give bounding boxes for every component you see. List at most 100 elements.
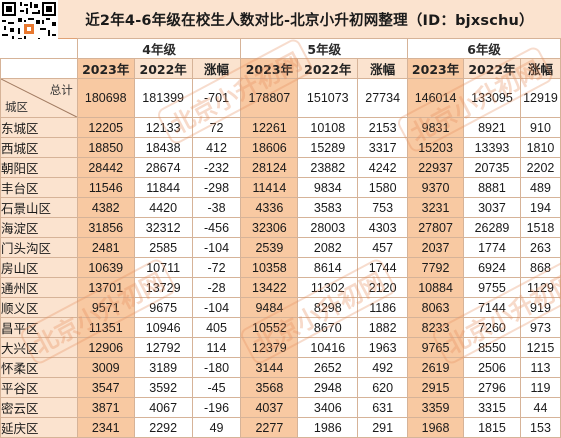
table-row: 怀柔区 3009 3189 -180 3144 2652 492 2619 2506 113 xyxy=(0,357,561,378)
district-name: 延庆区 xyxy=(0,417,78,438)
table-cell: 910 xyxy=(519,117,561,138)
total-cell: 151073 xyxy=(297,78,359,118)
table-cell: 1968 xyxy=(407,417,465,438)
table-cell: 153 xyxy=(519,417,561,438)
col-header-2022: 2022年 xyxy=(463,58,521,79)
table-cell: 1810 xyxy=(519,137,561,158)
corner-spacer xyxy=(0,38,78,59)
table-cell: 8233 xyxy=(407,317,465,338)
table-cell: 919 xyxy=(519,297,561,318)
table-cell: 3568 xyxy=(240,377,299,398)
col-header-2023: 2023年 xyxy=(407,58,465,79)
table-row: 房山区 10639 10711 -72 10358 8614 1744 7792 6924 868 xyxy=(0,257,561,278)
table-cell: 10552 xyxy=(240,317,299,338)
table-cell: 1815 xyxy=(463,417,521,438)
col-header-change: 涨幅 xyxy=(357,58,409,79)
table-cell: 2585 xyxy=(133,237,193,258)
table-cell: 114 xyxy=(191,337,242,358)
total-cell: 178807 xyxy=(240,78,299,118)
table-cell: 3231 xyxy=(407,197,465,218)
table-cell: 2796 xyxy=(463,377,521,398)
table-cell: -298 xyxy=(191,177,242,198)
table-cell: 1129 xyxy=(519,277,561,298)
table-row: 通州区 13701 13729 -28 13422 11302 2120 10884 9755 1… xyxy=(0,277,561,298)
table-cell: 1744 xyxy=(357,257,409,278)
col-header-change: 涨幅 xyxy=(191,58,242,79)
table-cell: 2481 xyxy=(76,237,135,258)
table-cell: 2539 xyxy=(240,237,299,258)
table-cell: 3583 xyxy=(297,197,359,218)
table-cell: 2506 xyxy=(463,357,521,378)
table-cell: 10108 xyxy=(297,117,359,138)
group-header-grade4: 4年级 xyxy=(76,38,242,59)
table-cell: 31856 xyxy=(76,217,135,238)
table-cell: 3406 xyxy=(297,397,359,418)
table-cell: 194 xyxy=(519,197,561,218)
table-cell: 28674 xyxy=(133,157,193,178)
table-cell: 1774 xyxy=(463,237,521,258)
district-name: 通州区 xyxy=(0,277,78,298)
table-cell: 13393 xyxy=(463,137,521,158)
table-row: 丰台区 11546 11844 -298 11414 9834 1580 9370 8881 48… xyxy=(0,177,561,198)
table-cell: 26289 xyxy=(463,217,521,238)
district-name: 怀柔区 xyxy=(0,357,78,378)
table-cell: 1963 xyxy=(357,337,409,358)
district-name: 密云区 xyxy=(0,397,78,418)
table-cell: 9834 xyxy=(297,177,359,198)
table-cell: 8670 xyxy=(297,317,359,338)
total-cell: 180698 xyxy=(76,78,135,118)
table-row: 石景山区 4382 4420 -38 4336 3583 753 3231 3037 194 xyxy=(0,197,561,218)
table-cell: -45 xyxy=(191,377,242,398)
table-cell: 412 xyxy=(191,137,242,158)
total-cell: 133095 xyxy=(463,78,521,118)
table-cell: 9765 xyxy=(407,337,465,358)
table-cell: 2082 xyxy=(297,237,359,258)
table-cell: 868 xyxy=(519,257,561,278)
table-cell: 2037 xyxy=(407,237,465,258)
table-cell: 9675 xyxy=(133,297,193,318)
district-name: 海淀区 xyxy=(0,217,78,238)
table-cell: 2619 xyxy=(407,357,465,378)
table-cell: 28442 xyxy=(76,157,135,178)
table-cell: 12261 xyxy=(240,117,299,138)
table-cell: 22937 xyxy=(407,157,465,178)
table-cell: 10358 xyxy=(240,257,299,278)
table-cell: 9755 xyxy=(463,277,521,298)
total-cell: 181399 xyxy=(133,78,193,118)
table-cell: 4067 xyxy=(133,397,193,418)
corner-district-label: 城区 xyxy=(5,100,28,114)
table-cell: 11844 xyxy=(133,177,193,198)
table-cell: 15203 xyxy=(407,137,465,158)
table-cell: 12906 xyxy=(76,337,135,358)
col-header-2023: 2023年 xyxy=(76,58,135,79)
table-cell: -104 xyxy=(191,297,242,318)
table-cell: 13701 xyxy=(76,277,135,298)
table-cell: 8921 xyxy=(463,117,521,138)
district-name: 昌平区 xyxy=(0,317,78,338)
table-cell: -196 xyxy=(191,397,242,418)
table-cell: 7792 xyxy=(407,257,465,278)
table-row: 延庆区 2341 2292 49 2277 1986 291 1968 1815 153 xyxy=(0,417,561,438)
diagonal-divider xyxy=(1,79,77,117)
table-cell: 10416 xyxy=(297,337,359,358)
table-cell: 11351 xyxy=(76,317,135,338)
group-header-grade5: 5年级 xyxy=(240,38,409,59)
district-name: 门头沟区 xyxy=(0,237,78,258)
table-cell: 7260 xyxy=(463,317,521,338)
table-cell: 72 xyxy=(191,117,242,138)
table-row: 门头沟区 2481 2585 -104 2539 2082 457 2037 1774 263 xyxy=(0,237,561,258)
table-cell: 631 xyxy=(357,397,409,418)
district-name: 西城区 xyxy=(0,137,78,158)
table-cell: 9370 xyxy=(407,177,465,198)
table-cell: 7144 xyxy=(463,297,521,318)
table-cell: 3547 xyxy=(76,377,135,398)
total-cell: 12919 xyxy=(519,78,561,118)
district-name: 石景山区 xyxy=(0,197,78,218)
table-cell: 9484 xyxy=(240,297,299,318)
table-cell: 1215 xyxy=(519,337,561,358)
table-cell: 3871 xyxy=(76,397,135,418)
table-row: 东城区 12205 12133 72 12261 10108 2153 9831 8921 910 xyxy=(0,117,561,138)
table-cell: 2153 xyxy=(357,117,409,138)
table-cell: 10639 xyxy=(76,257,135,278)
